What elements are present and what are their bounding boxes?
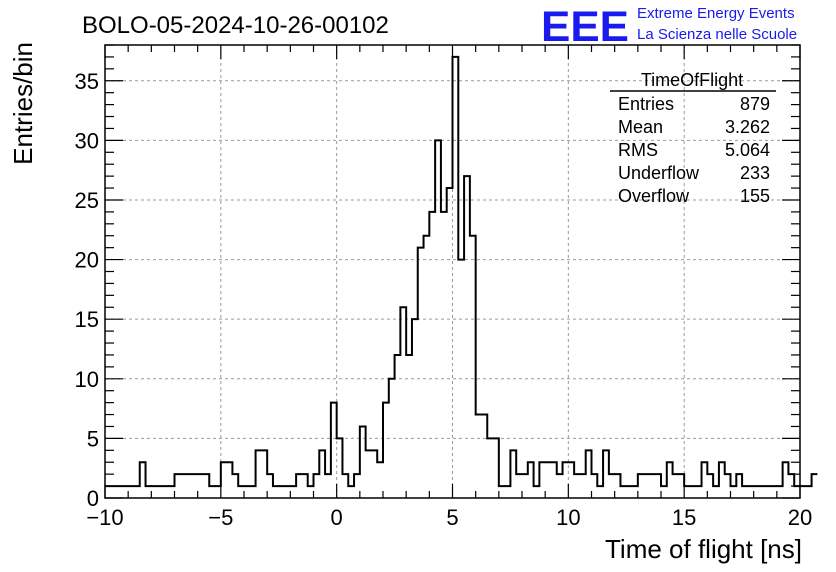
x-axis-label: Time of flight [ns] — [605, 534, 802, 564]
x-tick-label: 15 — [672, 505, 696, 530]
x-tick-label: 20 — [788, 505, 812, 530]
y-tick-label: 30 — [75, 128, 99, 153]
stats-value: 155 — [740, 186, 770, 206]
chart-title: BOLO-05-2024-10-26-00102 — [82, 12, 389, 39]
axes — [104, 44, 801, 499]
y-tick-label: 35 — [75, 69, 99, 94]
stats-title: TimeOfFlight — [641, 70, 743, 90]
stats-value: 233 — [740, 163, 770, 183]
stats-label: RMS — [618, 140, 658, 160]
stats-label: Entries — [618, 94, 674, 114]
y-tick-label: 25 — [75, 188, 99, 213]
grid — [105, 45, 800, 498]
x-tick-label: 0 — [331, 505, 343, 530]
stats-value: 5.064 — [725, 140, 770, 160]
x-tick-label: −10 — [86, 505, 123, 530]
logo-line-1: Extreme Energy Events — [637, 5, 795, 22]
stats-value: 3.262 — [725, 117, 770, 137]
histogram-outline — [105, 55, 818, 488]
tick-labels: −10 −5 0 5 10 15 20 0 5 10 15 20 25 30 35 — [75, 69, 813, 530]
stats-box: TimeOfFlight Entries 879 Mean 3.262 RMS 5.064… — [610, 70, 776, 206]
stats-rows: Entries 879 Mean 3.262 RMS 5.064 Underflow 233 O… — [618, 94, 770, 206]
y-tick-label: 5 — [87, 426, 99, 451]
logo: EEE Extreme Energy Events La Scienza nel… — [541, 3, 797, 51]
x-tick-label: 10 — [556, 505, 580, 530]
y-tick-label: 10 — [75, 367, 99, 392]
y-tick-label: 0 — [87, 486, 99, 511]
stats-label: Mean — [618, 117, 663, 137]
x-tick-label: 5 — [446, 505, 458, 530]
y-tick-label: 15 — [75, 307, 99, 332]
logo-line-2: La Scienza nelle Scuole — [637, 26, 797, 43]
x-tick-label: −5 — [208, 505, 233, 530]
stats-label: Underflow — [618, 163, 700, 183]
stats-value: 879 — [740, 94, 770, 114]
y-tick-label: 20 — [75, 248, 99, 273]
stats-label: Overflow — [618, 186, 690, 206]
eee-logo-mark: EEE — [541, 3, 629, 51]
y-axis-label: Entries/bin — [8, 42, 38, 165]
